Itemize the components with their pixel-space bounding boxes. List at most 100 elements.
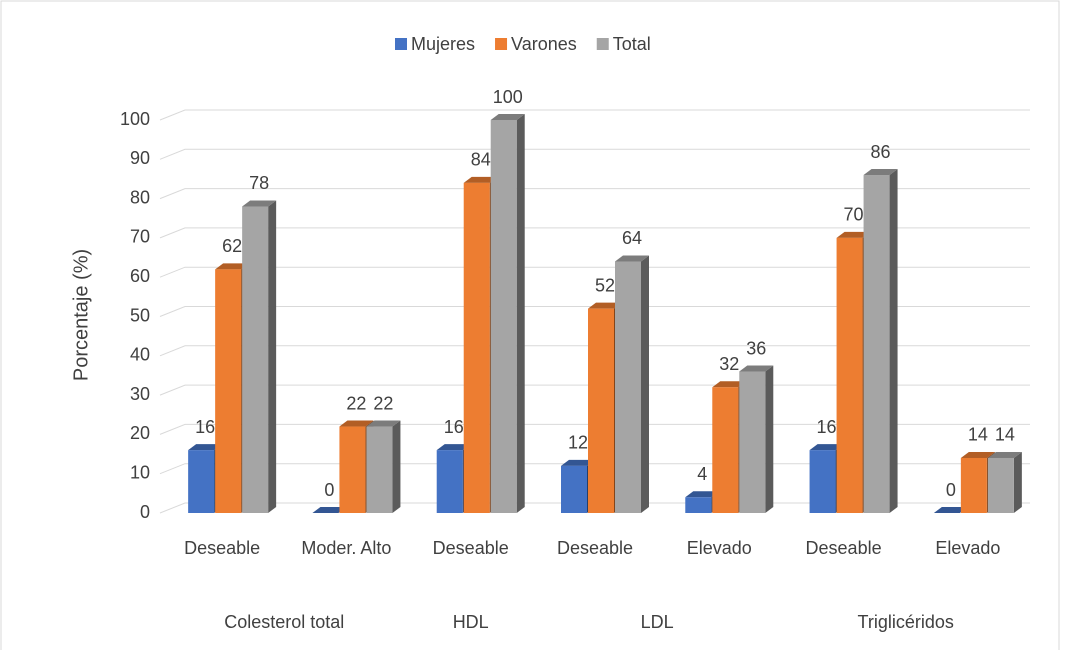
x-tick-label: Elevado xyxy=(935,538,1001,558)
bar-face xyxy=(215,269,242,513)
bar-face xyxy=(490,120,517,513)
group-label: HDL xyxy=(452,612,489,632)
bar xyxy=(490,114,525,513)
bar-face xyxy=(809,444,844,451)
bar-face xyxy=(588,302,622,309)
bar xyxy=(312,507,347,513)
bar-face xyxy=(889,169,898,513)
data-label: 22 xyxy=(346,393,366,413)
bar-face xyxy=(641,255,649,514)
legend-label: Mujeres xyxy=(411,34,475,54)
bar-face xyxy=(339,426,366,513)
data-label: 100 xyxy=(493,87,523,107)
x-tick-label: Deseable xyxy=(184,538,261,558)
bar-face xyxy=(836,231,871,238)
legend-swatch xyxy=(395,38,407,50)
bar xyxy=(933,507,968,513)
bar-face xyxy=(685,497,712,513)
bar-face xyxy=(188,450,215,513)
data-label: 0 xyxy=(324,480,334,500)
y-tick-label: 20 xyxy=(130,423,150,443)
bar-face xyxy=(215,263,250,270)
x-tick-label: Moder. Alto xyxy=(301,538,392,558)
data-label: 16 xyxy=(444,417,464,437)
bar-face xyxy=(463,182,490,513)
bar-face xyxy=(516,114,525,513)
bar-face xyxy=(987,457,1014,513)
data-label: 16 xyxy=(195,417,215,437)
bar-face xyxy=(1013,451,1022,513)
data-label: 86 xyxy=(871,142,891,162)
data-label: 32 xyxy=(719,354,739,374)
bar-face xyxy=(960,451,995,458)
grid-line xyxy=(159,109,1030,121)
bar-face xyxy=(863,169,898,176)
bar-face xyxy=(836,237,863,513)
y-tick-label: 40 xyxy=(130,345,150,365)
bar-face xyxy=(561,465,587,513)
data-label: 78 xyxy=(249,173,269,193)
x-tick-label: Deseable xyxy=(556,538,634,558)
bar-face xyxy=(392,420,401,513)
y-tick-label: 10 xyxy=(130,462,150,482)
bar-face xyxy=(765,365,774,513)
data-label: 52 xyxy=(595,275,615,295)
data-label: 12 xyxy=(568,433,588,453)
bar-face xyxy=(933,507,968,513)
y-tick-label: 90 xyxy=(130,148,150,168)
bar-face xyxy=(561,459,595,466)
data-label: 16 xyxy=(817,417,837,437)
data-label: 14 xyxy=(968,425,988,445)
bar xyxy=(366,420,401,513)
y-tick-label: 50 xyxy=(130,305,150,325)
bar-face xyxy=(242,200,277,207)
bar-face xyxy=(685,491,720,498)
legend-label: Varones xyxy=(511,34,577,54)
y-tick-label: 0 xyxy=(140,502,150,522)
data-label: 14 xyxy=(995,425,1015,445)
bar-face xyxy=(490,114,525,120)
grid-line xyxy=(159,227,1030,239)
group-label: Triglicéridos xyxy=(857,612,954,632)
grid-line xyxy=(159,148,1030,160)
bar-face xyxy=(339,420,374,427)
data-label: 62 xyxy=(222,236,242,256)
bar-face xyxy=(436,444,471,451)
data-label: 64 xyxy=(622,228,642,248)
grid-line xyxy=(159,188,1030,200)
y-tick-label: 100 xyxy=(120,109,150,129)
bar-face xyxy=(242,206,269,513)
bar-face xyxy=(366,420,401,427)
data-label: 22 xyxy=(373,393,393,413)
grid-line xyxy=(159,306,1030,317)
bar-face xyxy=(739,371,766,513)
x-tick-label: Elevado xyxy=(686,538,752,558)
data-label: 84 xyxy=(471,150,491,170)
x-tick-label: Deseable xyxy=(432,538,509,558)
data-label: 36 xyxy=(746,338,766,358)
bar-face xyxy=(615,261,641,513)
bar-face xyxy=(739,365,774,372)
bar-face xyxy=(863,175,890,513)
x-tick-label: Deseable xyxy=(805,538,882,558)
bar xyxy=(987,451,1022,513)
bar xyxy=(739,365,774,513)
bar xyxy=(615,255,649,514)
bar-face xyxy=(615,255,649,262)
bar-face xyxy=(268,200,277,513)
bar-face xyxy=(712,381,747,388)
bar-face xyxy=(987,451,1022,458)
group-label: Colesterol total xyxy=(224,612,345,632)
bar-face xyxy=(463,176,498,183)
bar-face xyxy=(588,308,614,513)
y-tick-label: 70 xyxy=(130,227,150,247)
bar-face xyxy=(436,450,463,513)
bar-face xyxy=(809,450,836,513)
bar xyxy=(863,169,898,513)
group-label: LDL xyxy=(640,612,674,632)
bar-face xyxy=(366,426,393,513)
y-tick-label: 60 xyxy=(130,266,150,286)
data-label: 0 xyxy=(946,480,956,500)
